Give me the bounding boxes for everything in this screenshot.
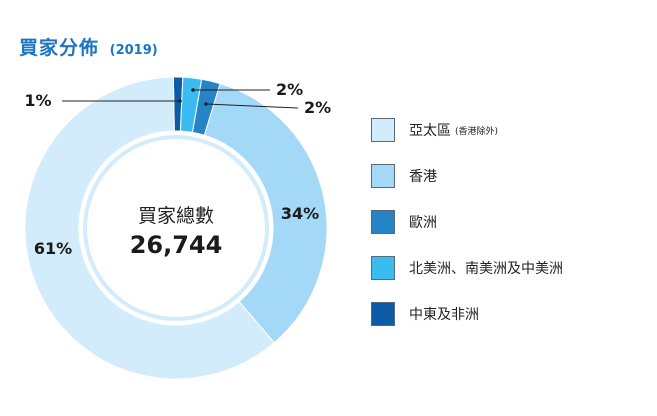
legend-note-0: (香港除外): [455, 126, 499, 137]
legend-item-4: 中東及非洲: [371, 302, 479, 326]
legend-swatch-1: [371, 164, 395, 188]
slice-0: [24, 76, 275, 380]
leader-line-2: [205, 103, 299, 109]
data-label-3: 2%: [276, 80, 303, 99]
chart-title: 買家分佈 (2019): [19, 33, 158, 60]
legend-item-0: 亞太區 (香港除外): [371, 118, 498, 142]
legend-swatch-4: [371, 302, 395, 326]
data-label-0: 61%: [34, 239, 72, 258]
center-value: 26,744: [130, 231, 223, 259]
legend-swatch-2: [371, 210, 395, 234]
legend-label-0: 亞太區: [409, 123, 451, 139]
slice-1: [203, 82, 328, 344]
legend-label-2: 歐洲: [409, 215, 437, 231]
leader-line-3-dot: [191, 88, 195, 92]
legend-label-3: 北美洲、南美洲及中美洲: [409, 261, 563, 277]
center-disc: [90, 142, 262, 314]
chart-title-text: 買家分佈: [19, 37, 100, 59]
legend-item-1: 香港: [371, 164, 437, 188]
legend-swatch-3: [371, 256, 395, 280]
legend-item-3: 北美洲、南美洲及中美洲: [371, 256, 563, 280]
legend-label-4: 中東及非洲: [409, 307, 479, 323]
data-label-1: 34%: [281, 204, 319, 223]
legend-swatch-0: [371, 118, 395, 142]
legend-item-2: 歐洲: [371, 210, 437, 234]
chart-title-year: (2019): [109, 43, 158, 58]
leader-line-4-dot: [178, 99, 182, 103]
leader-line-2-dot: [204, 102, 208, 106]
data-label-4: 1%: [24, 91, 51, 110]
center-label: 買家總數: [138, 205, 214, 227]
data-label-2: 2%: [304, 98, 331, 117]
legend-label-1: 香港: [409, 169, 437, 185]
inner-ring: [83, 135, 269, 321]
